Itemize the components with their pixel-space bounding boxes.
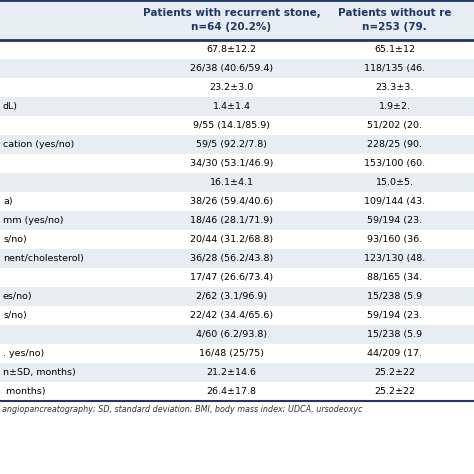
Bar (0, 249, 474, 268)
Text: 23.3±3.: 23.3±3. (375, 83, 414, 92)
Text: 59/194 (23.: 59/194 (23. (367, 216, 422, 225)
Text: 93/160 (36.: 93/160 (36. (367, 235, 422, 244)
Text: months): months) (3, 387, 46, 396)
Text: 15.0±5.: 15.0±5. (375, 178, 413, 187)
Bar (0, 59, 474, 78)
Text: 123/130 (48.: 123/130 (48. (364, 254, 425, 263)
Bar (0, 0, 474, 40)
Text: 65.1±12: 65.1±12 (374, 45, 415, 54)
Text: 21.2±14.6: 21.2±14.6 (207, 368, 256, 377)
Bar (0, 401, 474, 419)
Text: s/no): s/no) (3, 235, 27, 244)
Bar (0, 192, 474, 211)
Text: 1.4±1.4: 1.4±1.4 (212, 102, 250, 111)
Bar (0, 344, 474, 363)
Text: cation (yes/no): cation (yes/no) (3, 140, 74, 149)
Text: 51/202 (20.: 51/202 (20. (367, 121, 422, 130)
Text: 23.2±3.0: 23.2±3.0 (210, 83, 254, 92)
Text: 4/60 (6.2/93.8): 4/60 (6.2/93.8) (196, 330, 267, 339)
Text: 25.2±22: 25.2±22 (374, 368, 415, 377)
Text: 9/55 (14.1/85.9): 9/55 (14.1/85.9) (193, 121, 270, 130)
Text: angiopancreatography; SD, standard deviation; BMI, body mass index; UDCA, ursode: angiopancreatography; SD, standard devia… (2, 405, 363, 414)
Text: 2/62 (3.1/96.9): 2/62 (3.1/96.9) (196, 292, 267, 301)
Bar (0, 173, 474, 192)
Text: dL): dL) (3, 102, 18, 111)
Bar (0, 40, 474, 59)
Text: 118/135 (46.: 118/135 (46. (364, 64, 425, 73)
Bar (0, 287, 474, 306)
Text: es/no): es/no) (3, 292, 33, 301)
Text: Patients with recurrent stone,
n=64 (20.2%): Patients with recurrent stone, n=64 (20.… (143, 9, 320, 32)
Text: 34/30 (53.1/46.9): 34/30 (53.1/46.9) (190, 159, 273, 168)
Text: 153/100 (60.: 153/100 (60. (364, 159, 425, 168)
Text: 16/48 (25/75): 16/48 (25/75) (199, 349, 264, 358)
Bar (0, 78, 474, 97)
Bar (0, 306, 474, 325)
Bar (0, 211, 474, 230)
Bar (0, 268, 474, 287)
Text: 59/5 (92.2/7.8): 59/5 (92.2/7.8) (196, 140, 267, 149)
Text: 15/238 (5.9: 15/238 (5.9 (367, 330, 422, 339)
Text: n±SD, months): n±SD, months) (3, 368, 76, 377)
Text: 17/47 (26.6/73.4): 17/47 (26.6/73.4) (190, 273, 273, 282)
Bar (0, 135, 474, 154)
Text: 36/28 (56.2/43.8): 36/28 (56.2/43.8) (190, 254, 273, 263)
Text: Patients without re
n=253 (79.: Patients without re n=253 (79. (338, 9, 451, 32)
Text: 16.1±4.1: 16.1±4.1 (210, 178, 254, 187)
Bar (0, 97, 474, 116)
Text: 15/238 (5.9: 15/238 (5.9 (367, 292, 422, 301)
Bar (0, 154, 474, 173)
Text: 228/25 (90.: 228/25 (90. (367, 140, 422, 149)
Text: 38/26 (59.4/40.6): 38/26 (59.4/40.6) (190, 197, 273, 206)
Text: 18/46 (28.1/71.9): 18/46 (28.1/71.9) (190, 216, 273, 225)
Bar (0, 363, 474, 382)
Bar (0, 230, 474, 249)
Text: 26/38 (40.6/59.4): 26/38 (40.6/59.4) (190, 64, 273, 73)
Text: nent/cholesterol): nent/cholesterol) (3, 254, 84, 263)
Bar (0, 325, 474, 344)
Text: 1.9±2.: 1.9±2. (379, 102, 410, 111)
Text: 26.4±17.8: 26.4±17.8 (207, 387, 256, 396)
Text: 20/44 (31.2/68.8): 20/44 (31.2/68.8) (190, 235, 273, 244)
Text: 109/144 (43.: 109/144 (43. (364, 197, 425, 206)
Text: 44/209 (17.: 44/209 (17. (367, 349, 422, 358)
Text: 59/194 (23.: 59/194 (23. (367, 311, 422, 320)
Text: s/no): s/no) (3, 311, 27, 320)
Text: 25.2±22: 25.2±22 (374, 387, 415, 396)
Text: 67.8±12.2: 67.8±12.2 (207, 45, 256, 54)
Text: 22/42 (34.4/65.6): 22/42 (34.4/65.6) (190, 311, 273, 320)
Bar (0, 382, 474, 401)
Text: a): a) (3, 197, 13, 206)
Text: 88/165 (34.: 88/165 (34. (367, 273, 422, 282)
Bar (0, 116, 474, 135)
Text: . yes/no): . yes/no) (3, 349, 44, 358)
Text: mm (yes/no): mm (yes/no) (3, 216, 64, 225)
